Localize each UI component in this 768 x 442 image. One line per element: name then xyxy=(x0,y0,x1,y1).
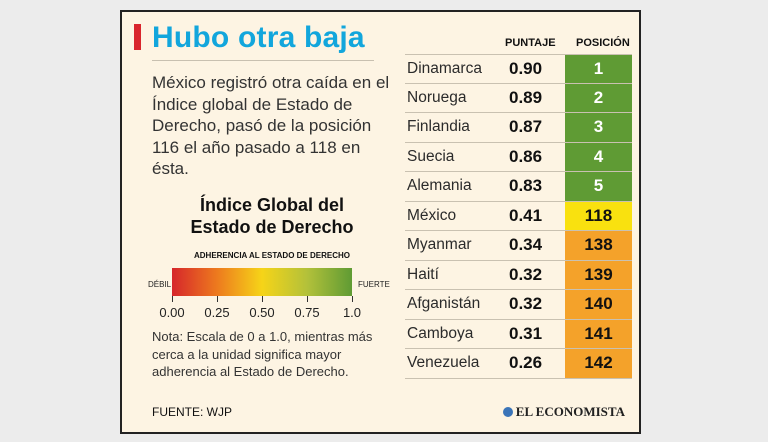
scale-tick-mark xyxy=(307,296,308,302)
position-cell: 141 xyxy=(565,319,632,348)
score-value: 0.87 xyxy=(509,117,543,136)
score-value: 0.26 xyxy=(509,353,543,372)
note-text: Nota: Escala de 0 a 1.0, mientras más ce… xyxy=(152,328,382,381)
score-value: 0.83 xyxy=(509,176,543,195)
scale-tick-mark xyxy=(352,296,353,302)
position-cell: 4 xyxy=(565,142,632,171)
score-value: 0.41 xyxy=(509,205,543,225)
index-title-line2: Estado de Derecho xyxy=(190,217,354,237)
title-divider xyxy=(152,60,374,61)
infographic-card: Hubo otra baja México registró otra caíd… xyxy=(120,10,641,434)
intro-paragraph: México registró otra caída en el Índice … xyxy=(152,73,390,178)
score-value: 0.86 xyxy=(509,146,543,166)
country-name: Haití xyxy=(407,265,439,283)
brand-globe-icon xyxy=(502,407,513,417)
header-score: PUNTAJE xyxy=(505,37,556,49)
country-name: Camboya xyxy=(407,324,474,342)
index-title: Índice Global del Estado de Derecho xyxy=(152,194,392,238)
position-cell: 142 xyxy=(565,349,632,378)
brand-logo: EL ECONOMISTA xyxy=(502,404,625,420)
table-row: Camboya 0.31 141 xyxy=(405,319,632,349)
table-row: Noruega 0.89 2 xyxy=(405,83,632,113)
table-row: México 0.41 118 xyxy=(405,201,632,231)
table-row: Venezuela 0.26 142 xyxy=(405,349,632,379)
country-name: Alemania xyxy=(407,177,472,194)
index-title-line1: Índice Global del xyxy=(199,195,345,215)
table-row: Finlandia 0.87 3 xyxy=(405,113,632,143)
score-value: 0.32 xyxy=(509,294,543,313)
position-cell: 2 xyxy=(565,83,632,112)
scale-gradient-bar xyxy=(172,268,352,296)
position-cell: 140 xyxy=(565,290,632,319)
brand-name: EL ECONOMISTA xyxy=(515,404,625,419)
scale-tick-mark xyxy=(172,296,173,302)
score-value: 0.90 xyxy=(509,59,543,78)
country-name: México xyxy=(407,206,457,224)
header-position: POSICIÓN xyxy=(576,37,630,49)
scale-label: ADHERENCIA AL ESTADO DE DERECHO xyxy=(193,251,350,260)
scale-tick-label: 0.75 xyxy=(294,305,320,320)
table-row: Suecia 0.86 4 xyxy=(405,142,632,172)
note-paragraph: Nota: Escala de 0 a 1.0, mientras más ce… xyxy=(152,329,373,379)
country-name: Suecia xyxy=(407,147,455,165)
scale-tick-labels: 0.00 0.25 0.50 0.75 1.0 xyxy=(159,305,361,323)
table-row: Afganistán 0.32 140 xyxy=(405,290,632,320)
score-value: 0.31 xyxy=(509,323,543,343)
country-name: Dinamarca xyxy=(407,60,482,77)
score-value: 0.89 xyxy=(509,87,543,107)
country-name: Finlandia xyxy=(407,118,470,135)
position-cell: 138 xyxy=(565,231,632,260)
ranking-table: Dinamarca 0.90 1 Noruega 0.89 2 Finlandia 0.87 3… xyxy=(405,54,632,379)
title-accent-bar xyxy=(134,24,141,50)
scale-tick-label: 0.50 xyxy=(249,305,275,320)
score-value: 0.34 xyxy=(509,235,543,254)
position-cell: 139 xyxy=(565,260,632,289)
table-row: Myanmar 0.34 138 xyxy=(405,231,632,261)
scale-tick-label: 0.00 xyxy=(159,305,185,320)
country-name: Afganistán xyxy=(407,295,481,312)
scale-tick-mark xyxy=(217,296,218,302)
position-cell: 118 xyxy=(565,201,632,230)
scale-ticks xyxy=(172,296,353,304)
country-name: Venezuela xyxy=(407,354,480,371)
table-row: Alemania 0.83 5 xyxy=(405,172,632,202)
position-cell: 1 xyxy=(565,55,632,83)
weak-label: DÉBIL xyxy=(148,280,172,289)
intro-text: México registró otra caída en el Índice … xyxy=(152,72,392,180)
table-row: Haití 0.32 139 xyxy=(405,260,632,290)
strong-label: FUERTE xyxy=(358,280,390,289)
table-row: Dinamarca 0.90 1 xyxy=(405,54,632,84)
position-cell: 3 xyxy=(565,113,632,142)
country-name: Myanmar xyxy=(407,236,472,253)
scale-tick-mark xyxy=(262,296,263,302)
score-value: 0.32 xyxy=(509,264,543,284)
scale-tick-label: 0.25 xyxy=(204,305,230,320)
scale-tick-label: 1.0 xyxy=(342,305,362,320)
infographic-title: Hubo otra baja xyxy=(152,21,365,54)
source-label: FUENTE: WJP xyxy=(152,405,232,419)
position-cell: 5 xyxy=(565,172,632,201)
country-name: Noruega xyxy=(407,88,467,106)
